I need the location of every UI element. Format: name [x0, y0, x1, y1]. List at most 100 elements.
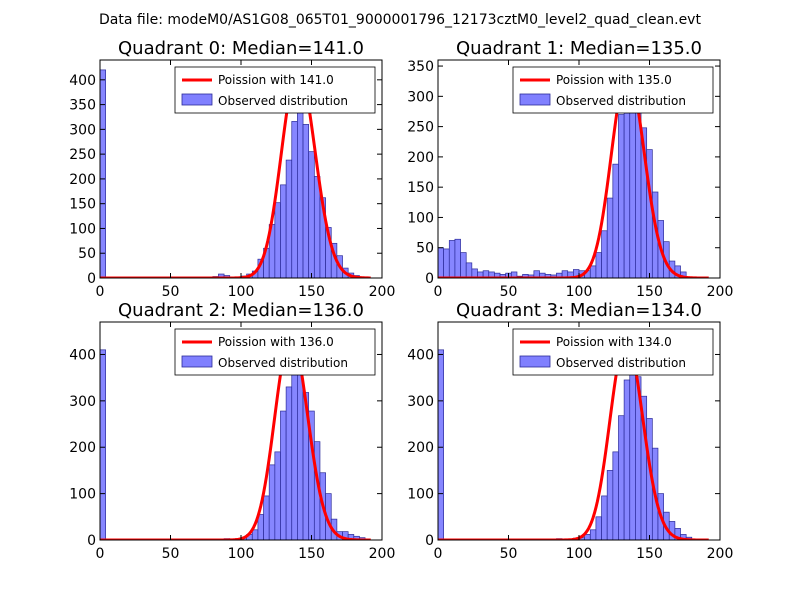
histogram-bar — [100, 69, 106, 278]
y-tick-label: 0 — [425, 271, 434, 287]
legend-hist-label: Observed distribution — [556, 356, 686, 370]
histogram-bar — [313, 176, 321, 278]
y-tick-label: 350 — [69, 98, 96, 114]
histogram-bar — [100, 349, 106, 540]
histogram-bar — [606, 470, 614, 540]
legend-line-label: Poission with 135.0 — [556, 73, 672, 87]
y-tick-label: 150 — [407, 180, 434, 196]
histogram-bar — [280, 184, 287, 278]
x-tick-label: 200 — [369, 284, 396, 300]
histogram-bar — [589, 529, 597, 540]
legend-hist-swatch — [181, 355, 213, 368]
histogram-bar — [612, 451, 619, 540]
legend: Poission with 134.0 Observed distribution — [512, 328, 714, 376]
histogram-bars — [438, 70, 709, 278]
histogram-bar — [595, 252, 602, 278]
x-tick-label: 50 — [162, 284, 180, 300]
histogram-bar — [285, 159, 293, 278]
legend-hist-label: Observed distribution — [218, 94, 348, 108]
legend-hist-swatch — [519, 93, 551, 106]
y-tick-label: 100 — [407, 487, 434, 503]
histogram-bar — [612, 163, 619, 278]
x-tick-label: 50 — [500, 284, 518, 300]
x-tick-label: 0 — [434, 546, 443, 562]
x-tick-label: 0 — [96, 546, 105, 562]
legend-hist-label: Observed distribution — [218, 356, 348, 370]
subplot-title: Quadrant 0: Median=141.0 — [118, 38, 364, 59]
x-tick-label: 100 — [228, 546, 255, 562]
x-tick-label: 100 — [566, 546, 593, 562]
y-tick-label: 400 — [69, 347, 96, 363]
subplot-quadrant-0: Quadrant 0: Median=141.0 0 50 100 150 200 0 50 1… — [69, 38, 395, 300]
y-tick-label: 100 — [69, 487, 96, 503]
legend: Poission with 135.0 Observed distribution — [512, 66, 714, 114]
y-tick-label: 0 — [425, 533, 434, 549]
legend-hist-swatch — [181, 93, 213, 106]
y-tick-label: 300 — [407, 394, 434, 410]
histogram-bar — [263, 495, 270, 540]
x-tick-label: 150 — [636, 546, 663, 562]
histogram-bar — [251, 529, 259, 540]
y-tick-label: 50 — [416, 241, 434, 257]
x-tick-label: 150 — [298, 546, 325, 562]
histogram-bar — [291, 362, 298, 540]
y-tick-label: 200 — [407, 440, 434, 456]
x-tick-label: 50 — [162, 546, 180, 562]
y-tick-label: 0 — [87, 533, 96, 549]
histogram-bar — [443, 248, 450, 278]
subplot-quadrant-1: Quadrant 1: Median=135.0 0 50 100 150 200 0 50 1… — [407, 38, 733, 300]
histogram-bar — [465, 262, 473, 278]
poisson-fit-line — [438, 338, 709, 540]
legend-line-label: Poission with 134.0 — [556, 335, 672, 349]
histogram-bars — [100, 334, 371, 540]
y-tick-label: 100 — [407, 210, 434, 226]
histogram-bar — [438, 349, 444, 540]
legend-line-label: Poission with 136.0 — [218, 335, 334, 349]
subplot-title: Quadrant 1: Median=135.0 — [456, 38, 702, 59]
x-tick-label: 100 — [228, 284, 255, 300]
histogram-bar — [274, 202, 281, 278]
y-tick-label: 200 — [69, 172, 96, 188]
subplot-title: Quadrant 3: Median=134.0 — [456, 300, 702, 321]
histogram-bar — [460, 252, 467, 278]
y-tick-label: 150 — [69, 197, 96, 213]
histogram-bar — [438, 247, 444, 278]
x-tick-label: 150 — [298, 284, 325, 300]
histogram-bar — [606, 197, 614, 278]
subplot-grid: Quadrant 0: Median=141.0 0 50 100 150 200 0 50 1… — [69, 38, 733, 562]
subplot-quadrant-2: Quadrant 2: Median=136.0 0 50 100 150 200 0 100… — [69, 300, 395, 562]
x-tick-label: 150 — [636, 284, 663, 300]
y-tick-label: 250 — [69, 147, 96, 163]
histogram-bar — [510, 271, 518, 278]
histogram-bar — [291, 121, 298, 278]
x-tick-label: 50 — [500, 546, 518, 562]
y-tick-label: 300 — [69, 394, 96, 410]
histogram-bar — [302, 124, 310, 278]
legend: Poission with 136.0 Observed distribution — [174, 328, 376, 376]
legend-line-label: Poission with 141.0 — [218, 73, 334, 87]
x-tick-label: 200 — [369, 546, 396, 562]
y-tick-label: 350 — [407, 59, 434, 75]
histogram-bar — [618, 415, 625, 540]
histogram-bar — [595, 516, 602, 540]
y-tick-label: 50 — [78, 246, 96, 262]
histogram-bar — [297, 85, 304, 278]
histogram-bar — [285, 386, 293, 540]
histogram-bar — [629, 363, 636, 540]
y-tick-label: 200 — [407, 150, 434, 166]
histogram-bar — [448, 240, 456, 278]
y-tick-label: 250 — [407, 120, 434, 136]
histogram-bar — [623, 379, 631, 540]
histogram-bar — [268, 464, 276, 540]
histogram-bar — [274, 451, 281, 540]
x-tick-label: 100 — [566, 284, 593, 300]
y-tick-label: 200 — [69, 440, 96, 456]
y-tick-label: 100 — [69, 221, 96, 237]
histogram-bar — [308, 151, 315, 278]
subplot-quadrant-3: Quadrant 3: Median=134.0 0 50 100 150 200 0 100… — [407, 300, 733, 562]
y-tick-label: 300 — [407, 89, 434, 105]
y-tick-label: 0 — [87, 271, 96, 287]
subplot-title: Quadrant 2: Median=136.0 — [118, 300, 364, 321]
histogram-bar — [297, 367, 304, 540]
